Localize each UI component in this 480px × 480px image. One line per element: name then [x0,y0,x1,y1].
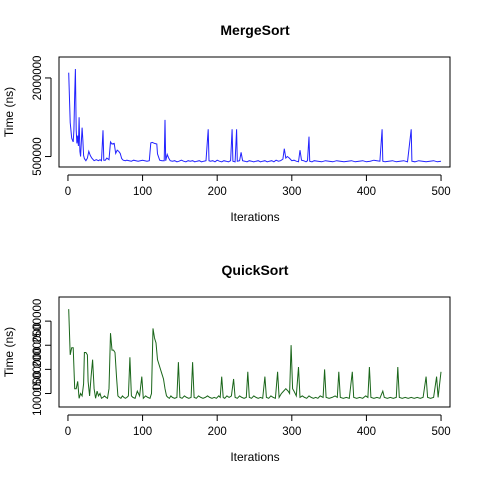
mergesort-plot-frame [58,56,451,168]
quicksort-x-tick-label: 200 [208,426,227,438]
quicksort-x-tick-label: 500 [431,426,450,438]
quicksort-x-tick-label: 300 [282,426,301,438]
quicksort-y-tick-label: 1500000 [32,347,44,392]
quicksort-y-tick-label: 2500000 [32,299,44,344]
quicksort-panel: QuickSort Iterations Time (ns) 0 100 200 30… [2,262,451,464]
mergesort-y-axis: 500000 2000000 [32,56,52,176]
mergesort-x-tick-label: 400 [357,186,376,198]
quicksort-x-tick-label: 400 [357,426,376,438]
quicksort-title: QuickSort [222,262,289,278]
mergesort-x-axis: 0 100 200 300 400 500 [65,174,451,198]
mergesort-y-tick-label: 500000 [32,137,44,175]
mergesort-ylabel: Time (ns) [2,87,16,137]
quicksort-y-tick-label: 1000000 [32,371,44,416]
mergesort-x-tick-label: 100 [133,186,152,198]
mergesort-x-tick-label: 500 [431,186,450,198]
quicksort-xlabel: Iterations [230,450,279,464]
quicksort-y-tick-label: 2000000 [32,323,44,368]
quicksort-plot-frame [58,296,451,408]
quicksort-x-axis: 0 100 200 300 400 500 [65,414,451,438]
quicksort-series-line [68,309,442,400]
quicksort-x-tick-label: 0 [65,426,71,438]
mergesort-panel: MergeSort Iterations Time (ns) 0 100 200 30… [2,22,451,224]
mergesort-y-tick-label: 2000000 [32,56,44,101]
mergesort-x-tick-label: 300 [282,186,301,198]
mergesort-xlabel: Iterations [230,210,279,224]
mergesort-title: MergeSort [220,22,290,38]
mergesort-x-tick-label: 200 [208,186,227,198]
mergesort-series-line [68,68,442,163]
quicksort-ylabel: Time (ns) [2,327,16,377]
mergesort-x-tick-label: 0 [65,186,71,198]
quicksort-x-tick-label: 100 [133,426,152,438]
